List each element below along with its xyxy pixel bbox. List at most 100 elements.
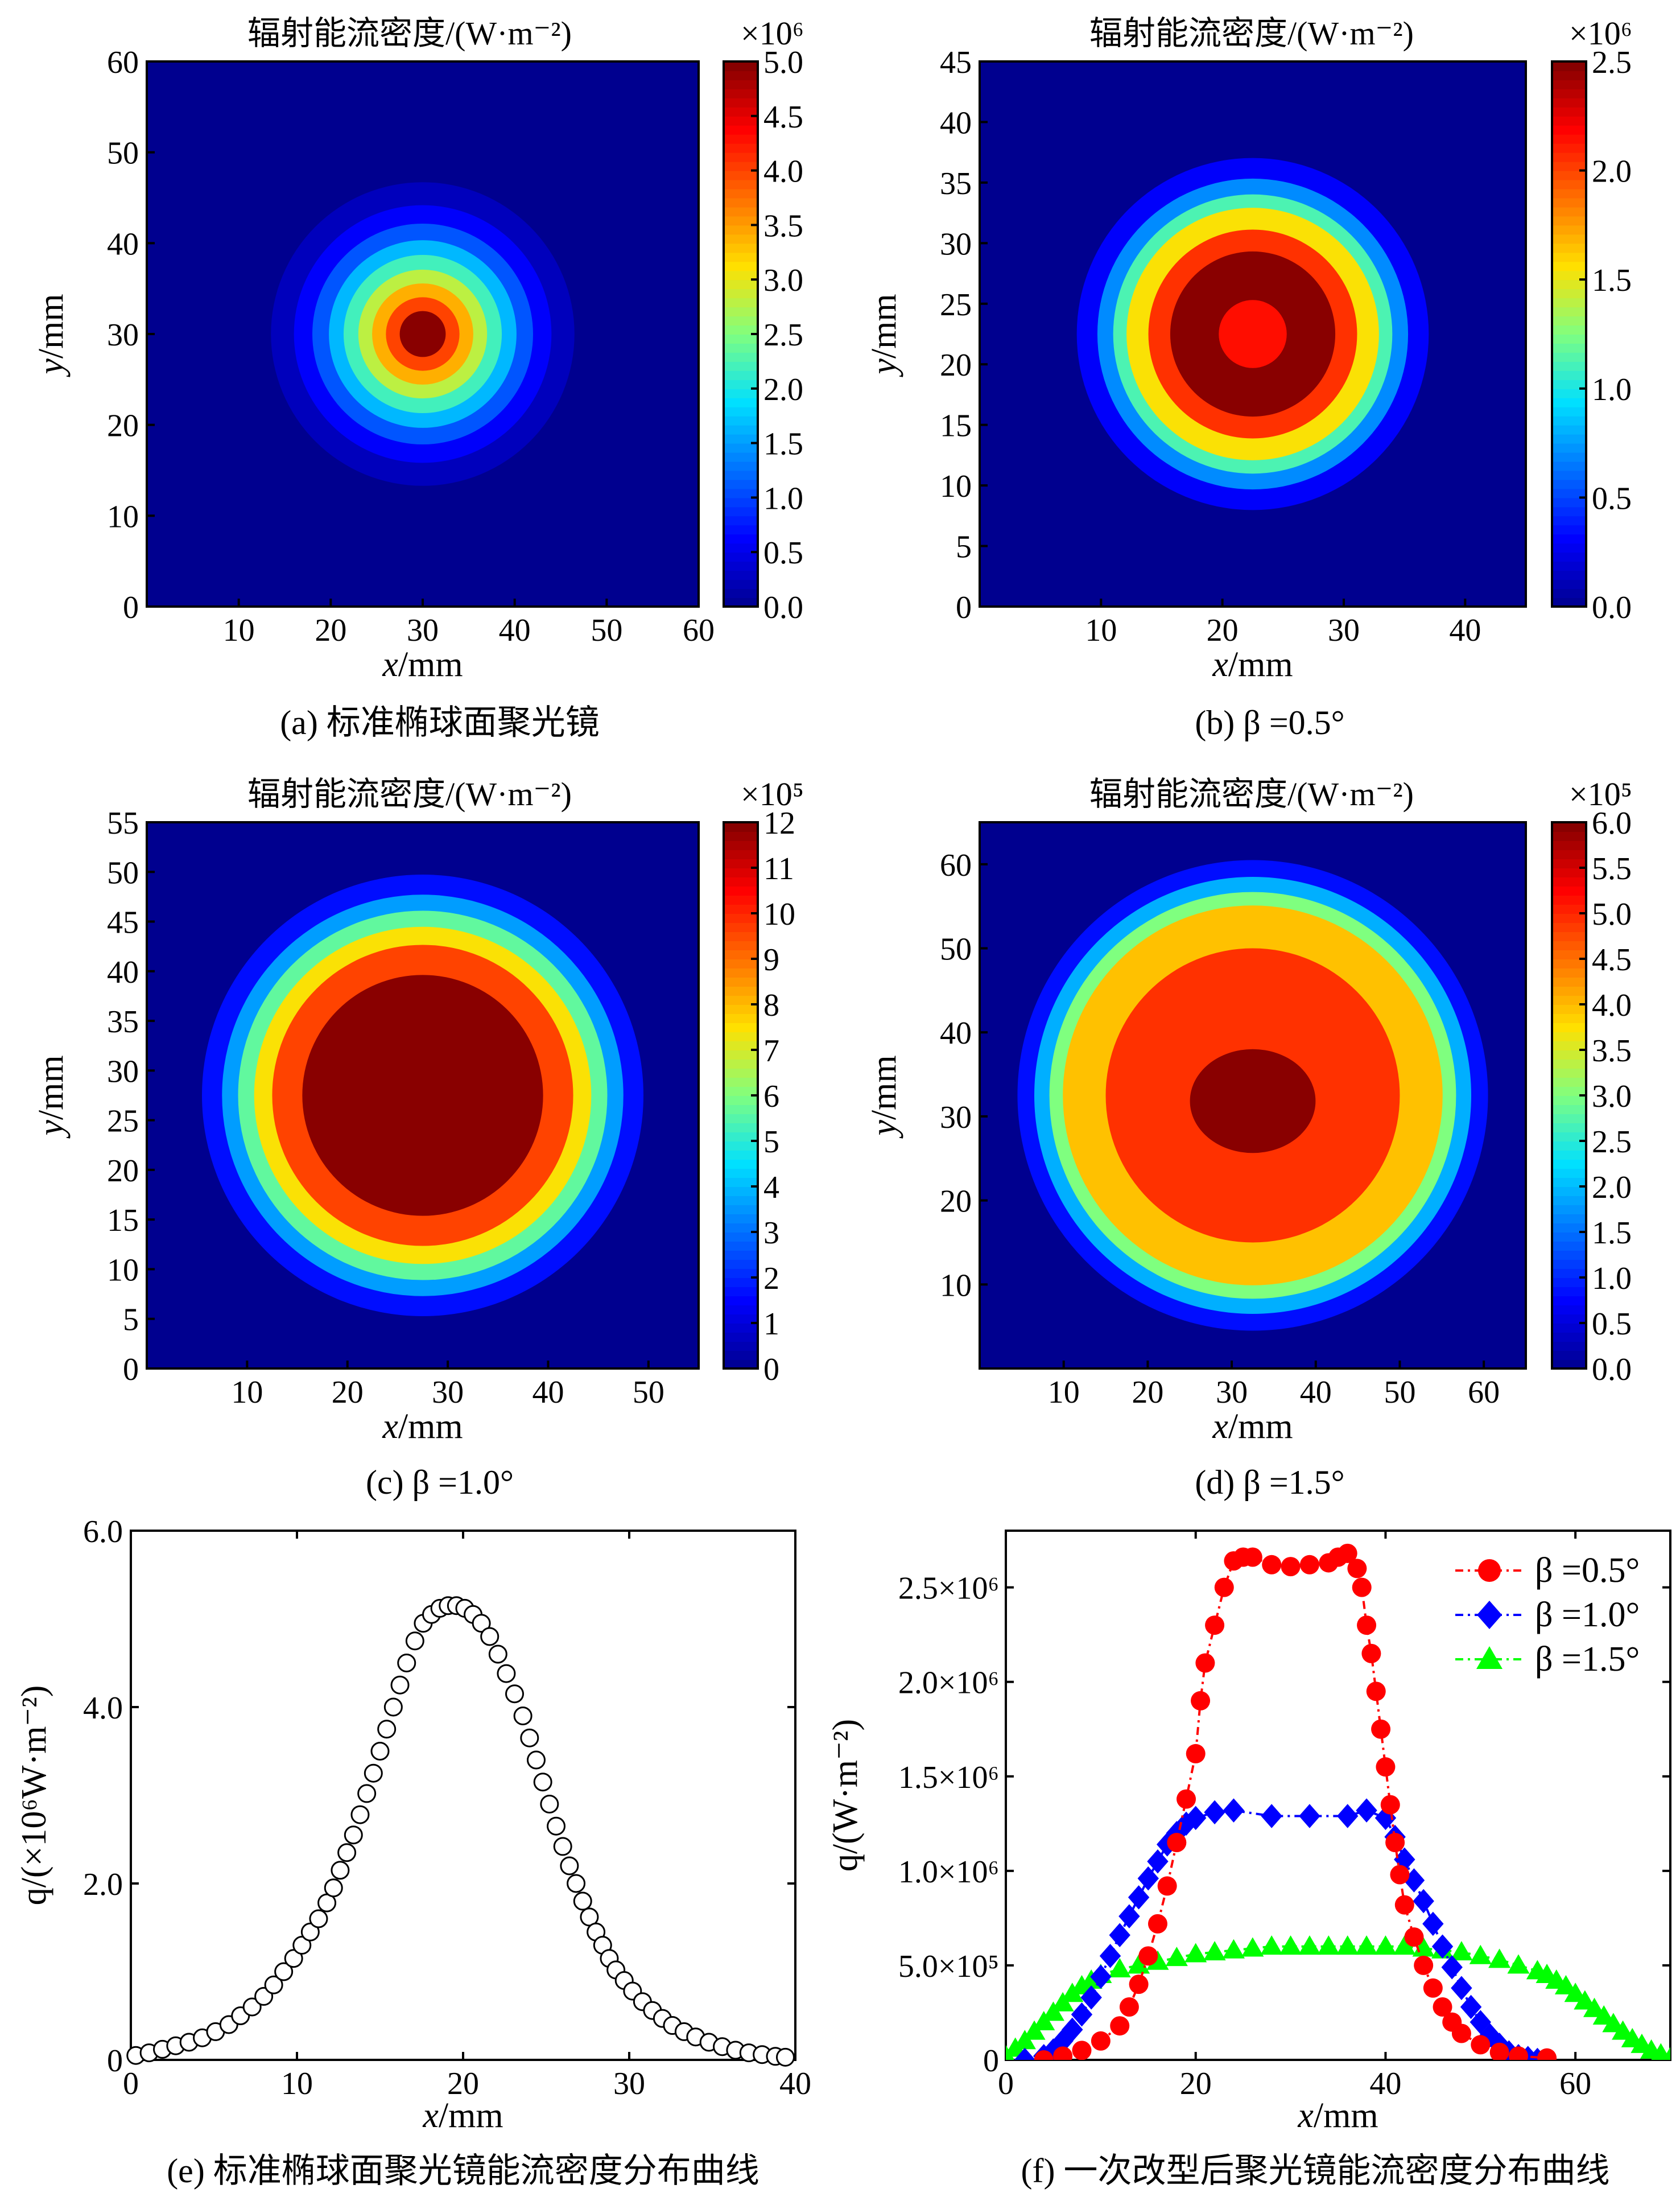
data-point [405, 1631, 424, 1651]
colorbar-tick-label: 1.0 [763, 481, 803, 516]
data-point [1385, 1833, 1405, 1853]
y-axis-label: y/mm [32, 1055, 71, 1139]
colorbar-segment [1552, 1132, 1586, 1141]
y-tick-label: 55 [107, 806, 139, 841]
colorbar-segment [1552, 152, 1586, 162]
colorbar-segment [724, 470, 758, 480]
contour-band [399, 311, 446, 357]
y-tick-label: 60 [107, 45, 139, 80]
y-tick-label: 5.0×10⁵ [898, 1949, 999, 1984]
data-point [1279, 1935, 1302, 1955]
series-line [1043, 1552, 1547, 2060]
colorbar-tick-label: 10 [763, 897, 795, 932]
colorbar-segment [724, 479, 758, 489]
data-point [472, 1614, 491, 1633]
colorbar-segment [1552, 216, 1586, 226]
data-point [1014, 2047, 1036, 2060]
data-point [1128, 1954, 1150, 1974]
colorbar-exponent: ×10⁶ [741, 15, 804, 52]
colorbar-tick-label: 1.5 [763, 427, 803, 462]
y-tick-label: 2.0 [83, 1867, 123, 1902]
colorbar-tick-label: 5.5 [1592, 851, 1632, 887]
colorbar-segment [724, 840, 758, 850]
colorbar-segment [1552, 561, 1586, 571]
colorbar-segment [1552, 325, 1586, 335]
colorbar-segment [1552, 822, 1586, 832]
colorbar-segment [1552, 1004, 1586, 1014]
data-point [1338, 1543, 1357, 1563]
data-point [1108, 1958, 1131, 1978]
x-tick-label: 10 [231, 1375, 263, 1410]
y-tick-label: 4.0 [83, 1691, 123, 1726]
colorbar-segment [1552, 1305, 1586, 1314]
y-tick-label: 20 [940, 1184, 972, 1219]
data-point [1195, 1653, 1215, 1673]
data-point [1450, 1941, 1473, 1961]
contour-band [1190, 1049, 1316, 1153]
data-point [1393, 1935, 1416, 1955]
x-tick-label: 40 [1369, 2066, 1401, 2101]
x-tick-label: 10 [223, 613, 255, 648]
colorbar-segment [724, 597, 758, 607]
panel-d-heatmap: 辐射能流密度/(W·m⁻²) 10 20 30 40 50 60 10 20 30 40 50 60 x/… [865, 776, 1632, 1501]
contour-band [302, 975, 543, 1216]
data-point [1413, 1889, 1434, 1914]
x-tick-label: 40 [532, 1375, 564, 1410]
data-point [1361, 1643, 1381, 1663]
colorbar-segment [724, 1350, 758, 1360]
colorbar-segment [1552, 170, 1586, 180]
colorbar-segment [1552, 1296, 1586, 1305]
y-tick-label: 15 [107, 1203, 139, 1238]
colorbar-segment [724, 1077, 758, 1087]
data-point [370, 1742, 390, 1761]
colorbar-segment [1552, 270, 1586, 281]
data-point [1478, 1559, 1501, 1582]
colorbar-segment [1552, 479, 1586, 489]
y-tick-label: 10 [107, 499, 139, 534]
colorbar-segment [1552, 1250, 1586, 1260]
y-tick-label: 30 [940, 1100, 972, 1135]
panel-caption: (d) β =1.5° [1195, 1464, 1344, 1501]
colorbar-tick-label: 2.0 [1592, 1170, 1632, 1205]
colorbar-segment [724, 179, 758, 189]
colorbar-segment [724, 270, 758, 281]
colorbar-segment [1552, 106, 1586, 117]
y-tick-label: 5 [123, 1303, 139, 1338]
y-tick-label: 25 [940, 287, 972, 323]
colorbar-tick-label: 4 [763, 1170, 779, 1205]
colorbar-segment [724, 424, 758, 435]
y-tick-label: 50 [107, 136, 139, 171]
colorbar-segment [724, 334, 758, 344]
x-tick-label: 30 [432, 1375, 464, 1410]
y-tick-label: 0 [956, 590, 972, 625]
colorbar-segment [1552, 552, 1586, 562]
colorbar-segment [724, 1013, 758, 1023]
colorbar-tick-label: 1.5 [1592, 1215, 1632, 1251]
colorbar-tick-label: 5 [763, 1124, 779, 1160]
y-tick-label: 0 [123, 590, 139, 625]
panel-e-scatter: 0 10 20 30 40 0 2.0 4.0 6.0 x/mm q/(×10⁶W·m⁻²) (e) … [15, 1514, 811, 2190]
colorbar-segment [1552, 470, 1586, 480]
data-point [1137, 1866, 1159, 1891]
x-tick-label: 60 [683, 613, 715, 648]
x-tick-label: 20 [1180, 2066, 1212, 2101]
colorbar-segment [1552, 1341, 1586, 1351]
data-point [1167, 1833, 1187, 1853]
colorbar-segment [1552, 116, 1586, 126]
data-point [1110, 2016, 1130, 2036]
data-point [1146, 1950, 1169, 1970]
colorbar-segment [1552, 97, 1586, 108]
plot-frame [979, 60, 1527, 608]
colorbar-tick-label: 1.5 [1592, 263, 1632, 298]
data-point [1433, 1997, 1452, 2017]
colorbar-segment [724, 116, 758, 126]
colorbar-tick-label: 6.0 [1592, 806, 1632, 841]
colorbar-tick-label: 3.0 [763, 263, 803, 298]
y-axis-label: y/mm [865, 1055, 903, 1139]
colorbar-segment [1552, 1350, 1586, 1360]
data-point [520, 1728, 539, 1747]
colorbar-segment [1552, 188, 1586, 199]
x-tick-label: 40 [1300, 1375, 1332, 1410]
colorbar-tick-label: 2.0 [763, 372, 803, 407]
y-tick-label: 30 [107, 1054, 139, 1089]
